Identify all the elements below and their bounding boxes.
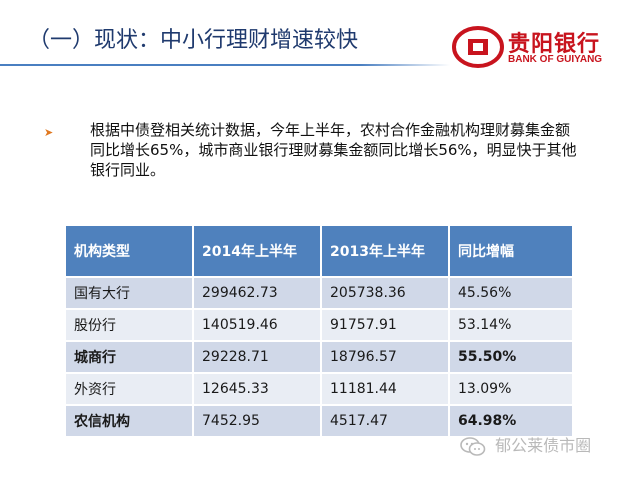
- wechat-icon: [460, 436, 486, 456]
- cell-type: 外资行: [66, 374, 192, 404]
- column-header-2014: 2014年上半年: [194, 226, 320, 276]
- column-header-type: 机构类型: [66, 226, 192, 276]
- cell-type: 城商行: [66, 342, 192, 372]
- column-header-growth: 同比增幅: [450, 226, 572, 276]
- data-table: 机构类型 2014年上半年 2013年上半年 同比增幅 国有大行 299462.…: [64, 224, 574, 438]
- cell-type: 国有大行: [66, 278, 192, 308]
- cell-growth: 45.56%: [450, 278, 572, 308]
- slide-title: （一）现状：中小行理财增速较快: [28, 28, 359, 53]
- bullet-text: 根据中债登相关统计数据，今年上半年，农村合作金融机构理财募集金额同比增长65%，…: [90, 121, 577, 179]
- table-header-row: 机构类型 2014年上半年 2013年上半年 同比增幅: [66, 226, 572, 276]
- bank-name-cn: 贵阳银行: [508, 32, 601, 57]
- bank-logo-icon: [452, 26, 504, 68]
- cell-type: 股份行: [66, 310, 192, 340]
- table-row: 股份行 140519.46 91757.91 53.14%: [66, 310, 572, 340]
- arrow-bullet-icon: ➤: [44, 126, 54, 139]
- bank-name-en: BANK OF GUIYANG: [508, 54, 603, 65]
- title-underline: [0, 64, 450, 66]
- cell-2013: 91757.91: [322, 310, 448, 340]
- cell-2013: 18796.57: [322, 342, 448, 372]
- cell-2014: 299462.73: [194, 278, 320, 308]
- table-row: 城商行 29228.71 18796.57 55.50%: [66, 342, 572, 372]
- cell-2014: 29228.71: [194, 342, 320, 372]
- watermark-text: 郁公莱债市圈: [495, 436, 592, 455]
- cell-type: 农信机构: [66, 406, 192, 436]
- table-row: 外资行 12645.33 11181.44 13.09%: [66, 374, 572, 404]
- cell-2013: 205738.36: [322, 278, 448, 308]
- bank-logo: 贵阳银行 BANK OF GUIYANG: [452, 22, 632, 76]
- cell-2014: 7452.95: [194, 406, 320, 436]
- table-row: 国有大行 299462.73 205738.36 45.56%: [66, 278, 572, 308]
- cell-2013: 4517.47: [322, 406, 448, 436]
- cell-2014: 140519.46: [194, 310, 320, 340]
- cell-growth: 53.14%: [450, 310, 572, 340]
- cell-growth: 13.09%: [450, 374, 572, 404]
- cell-2013: 11181.44: [322, 374, 448, 404]
- cell-growth: 64.98%: [450, 406, 572, 436]
- column-header-2013: 2013年上半年: [322, 226, 448, 276]
- watermark: 郁公莱债市圈: [460, 432, 591, 457]
- cell-2014: 12645.33: [194, 374, 320, 404]
- cell-growth: 55.50%: [450, 342, 572, 372]
- table-row: 农信机构 7452.95 4517.47 64.98%: [66, 406, 572, 436]
